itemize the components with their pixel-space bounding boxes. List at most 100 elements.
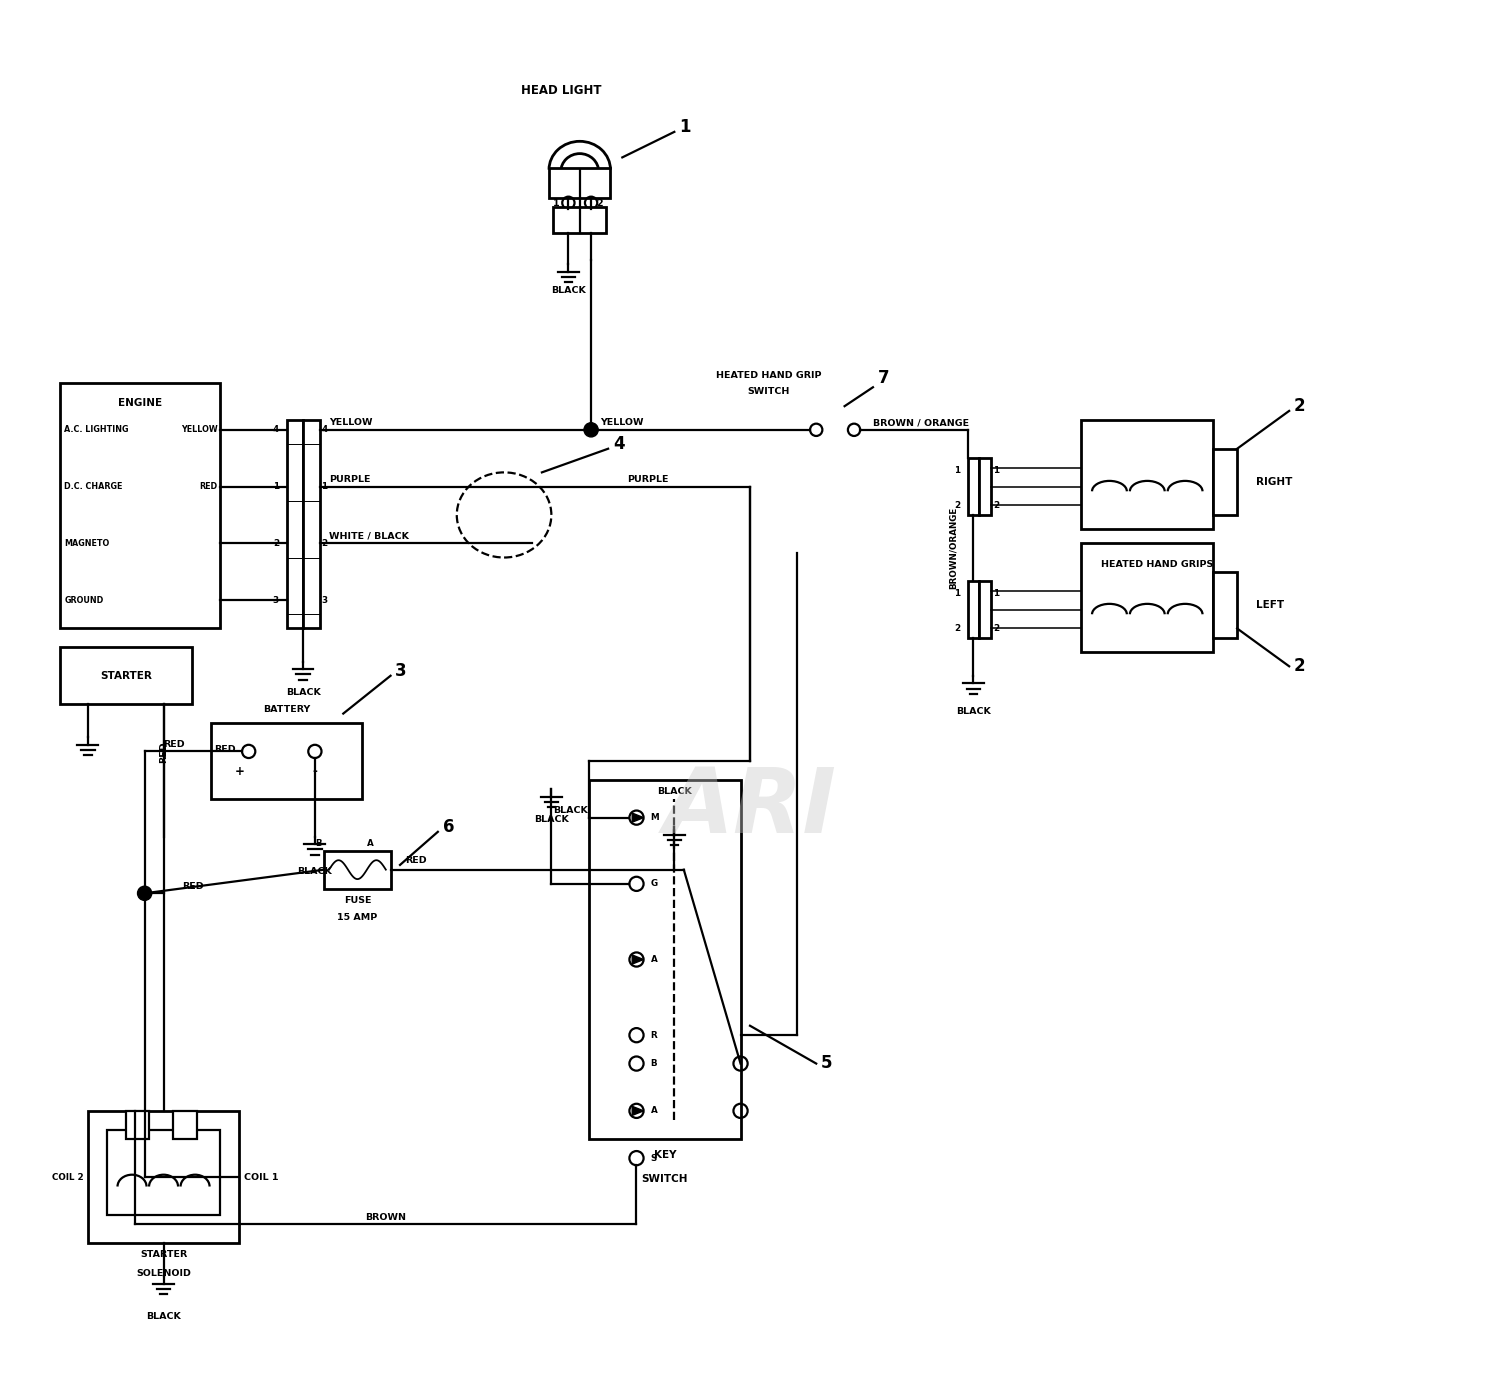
Text: RED: RED — [164, 740, 184, 748]
Circle shape — [584, 423, 598, 437]
Bar — [324, 850, 390, 889]
Text: 2: 2 — [954, 501, 960, 510]
Text: BLACK: BLACK — [534, 815, 568, 825]
Text: 1: 1 — [321, 482, 327, 491]
Polygon shape — [632, 955, 644, 965]
Text: 2: 2 — [596, 198, 603, 208]
Text: 2: 2 — [1294, 396, 1305, 415]
Text: 2: 2 — [993, 624, 999, 634]
Bar — [106, 1129, 220, 1215]
Text: A.C. LIGHTING: A.C. LIGHTING — [64, 426, 129, 434]
Text: 3: 3 — [321, 596, 327, 604]
Text: -: - — [312, 765, 318, 778]
Bar — [980, 458, 992, 515]
Bar — [88, 1111, 238, 1244]
Text: COIL 1: COIL 1 — [244, 1173, 279, 1181]
Text: YELLOW: YELLOW — [180, 426, 218, 434]
Text: RED: RED — [159, 741, 168, 762]
Bar — [968, 458, 980, 515]
Bar — [1214, 448, 1237, 515]
Text: +: + — [234, 765, 244, 778]
Text: KEY: KEY — [654, 1150, 676, 1160]
Text: 7: 7 — [878, 369, 890, 387]
Text: A: A — [368, 839, 374, 847]
Text: BLACK: BLACK — [285, 688, 321, 697]
Text: 1: 1 — [993, 466, 999, 475]
Text: A: A — [651, 1107, 657, 1115]
Text: 4: 4 — [273, 426, 279, 434]
Text: BLACK: BLACK — [146, 1312, 182, 1321]
Text: 1: 1 — [273, 482, 279, 491]
Text: STARTER: STARTER — [100, 670, 152, 681]
Text: 1: 1 — [554, 198, 560, 208]
Text: BROWN/ORANGE: BROWN/ORANGE — [950, 507, 958, 589]
Polygon shape — [632, 812, 644, 822]
Bar — [549, 168, 610, 198]
Text: M: M — [651, 812, 660, 822]
Text: 6: 6 — [442, 818, 454, 836]
Text: HEATED HAND GRIP: HEATED HAND GRIP — [716, 371, 822, 380]
Bar — [554, 207, 606, 233]
Text: 3: 3 — [273, 596, 279, 604]
Text: A: A — [651, 955, 657, 965]
Text: STARTER: STARTER — [140, 1251, 188, 1259]
Text: BATTERY: BATTERY — [262, 705, 310, 713]
Text: 1: 1 — [954, 466, 960, 475]
Text: ENGINE: ENGINE — [118, 398, 162, 408]
Text: HEATED HAND GRIPS: HEATED HAND GRIPS — [1101, 560, 1214, 570]
Text: SOLENOID: SOLENOID — [136, 1269, 190, 1279]
Text: SWITCH: SWITCH — [747, 387, 790, 396]
Bar — [172, 1111, 196, 1139]
Text: D.C. CHARGE: D.C. CHARGE — [64, 482, 123, 491]
Text: GROUND: GROUND — [64, 596, 104, 604]
Text: MAGNETO: MAGNETO — [64, 539, 110, 547]
Bar — [286, 420, 303, 628]
Text: LEFT: LEFT — [1256, 600, 1284, 610]
Text: S: S — [651, 1153, 657, 1163]
Text: WHITE / BLACK: WHITE / BLACK — [328, 532, 410, 540]
Bar — [211, 723, 362, 799]
Text: 1: 1 — [954, 589, 960, 597]
Text: 2: 2 — [273, 539, 279, 547]
Text: 4: 4 — [321, 426, 327, 434]
Text: ARI: ARI — [663, 764, 837, 852]
Text: 1: 1 — [993, 589, 999, 597]
Bar — [126, 1111, 150, 1139]
Text: SWITCH: SWITCH — [642, 1174, 688, 1184]
Bar — [1214, 572, 1237, 638]
Text: BLACK: BLACK — [554, 805, 588, 815]
Bar — [590, 780, 741, 1139]
Text: RIGHT: RIGHT — [1256, 477, 1293, 487]
Text: BROWN: BROWN — [366, 1213, 407, 1222]
Text: PURPLE: PURPLE — [328, 475, 370, 484]
Text: 1: 1 — [680, 117, 690, 135]
Bar — [60, 383, 220, 628]
Text: FUSE: FUSE — [344, 896, 370, 905]
Text: B: B — [651, 1060, 657, 1068]
Text: BLACK: BLACK — [297, 867, 333, 877]
Text: BLACK: BLACK — [657, 787, 692, 796]
Bar — [60, 648, 192, 704]
Text: PURPLE: PURPLE — [627, 475, 669, 484]
Text: 2: 2 — [993, 501, 999, 510]
Text: R: R — [651, 1030, 657, 1040]
Text: 2: 2 — [1294, 658, 1305, 676]
Text: RED: RED — [200, 482, 217, 491]
Text: 3: 3 — [396, 662, 406, 680]
Bar — [968, 581, 980, 638]
Text: YELLOW: YELLOW — [600, 417, 644, 427]
Text: RED: RED — [405, 856, 426, 866]
Text: 2: 2 — [954, 624, 960, 634]
Text: COIL 2: COIL 2 — [51, 1173, 82, 1181]
Text: B: B — [315, 839, 321, 847]
Text: BROWN / ORANGE: BROWN / ORANGE — [873, 417, 969, 427]
Text: HEAD LIGHT: HEAD LIGHT — [520, 84, 602, 98]
Text: 2: 2 — [321, 539, 327, 547]
Text: BLACK: BLACK — [956, 706, 992, 716]
Bar — [1082, 543, 1214, 652]
Bar — [980, 581, 992, 638]
Text: YELLOW: YELLOW — [328, 417, 372, 427]
Bar — [1082, 420, 1214, 529]
Bar — [303, 420, 320, 628]
Text: 5: 5 — [821, 1054, 833, 1072]
